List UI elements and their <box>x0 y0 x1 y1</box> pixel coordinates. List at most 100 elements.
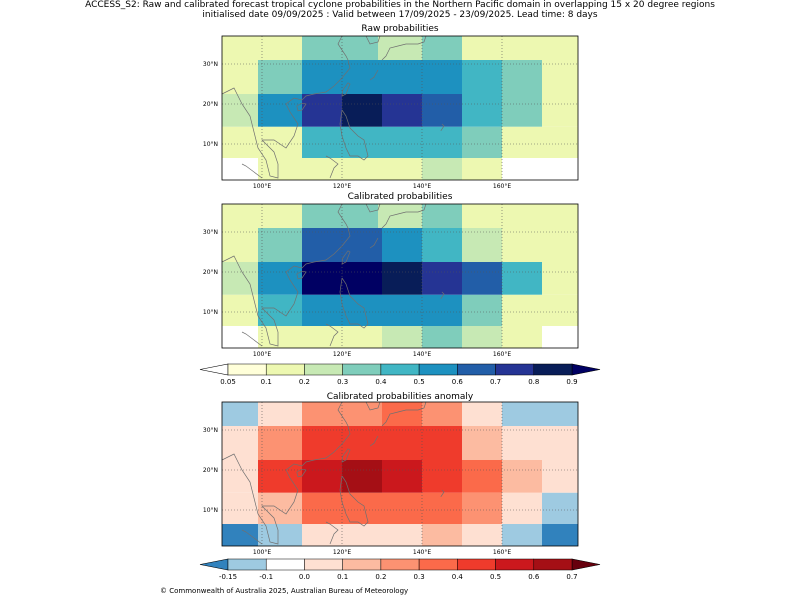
raw-cell <box>382 94 422 127</box>
anomaly-cell <box>462 402 502 426</box>
calibrated-cell <box>502 326 542 348</box>
calibrated-cell <box>542 294 578 326</box>
probability-colorbar-segment <box>418 363 458 376</box>
raw-cell <box>258 158 302 180</box>
raw-cell <box>502 126 542 158</box>
probability-colorbar-tick-label: 0.6 <box>452 378 464 386</box>
calibrated-y-tick-label: 20°N <box>203 269 218 276</box>
raw-cell <box>542 60 578 94</box>
probability-colorbar-tick-label: 0.5 <box>414 378 425 386</box>
calibrated-cell <box>542 262 578 295</box>
calibrated-cell <box>258 262 302 295</box>
calibrated-cell <box>258 204 302 228</box>
probability-colorbar-tick-label: 0.05 <box>220 378 236 386</box>
calibrated-cell <box>382 228 422 262</box>
raw-cell <box>222 36 258 60</box>
anomaly-cell <box>422 524 462 546</box>
calibrated-cell <box>462 204 502 228</box>
raw-cell <box>222 60 258 94</box>
anomaly-colorbar: -0.15 -0.1 0.0 0.1 0.2 0.3 0.4 0.5 0.6 0.7 <box>199 558 601 581</box>
anomaly-x-tick-label: 160°E <box>493 549 511 556</box>
raw-cell <box>222 126 258 158</box>
calibrated-coastline <box>341 250 351 265</box>
anomaly-cell <box>342 460 382 493</box>
anomaly-cell <box>502 402 578 426</box>
anomaly-cell <box>258 524 302 546</box>
calibrated-cell <box>462 262 502 295</box>
probability-colorbar-segment <box>342 363 382 376</box>
anomaly-cell <box>222 524 258 546</box>
anomaly-cell <box>382 460 422 493</box>
anomaly-colorbar-tick-label: 0.4 <box>452 573 464 581</box>
calibrated-cell <box>542 228 578 262</box>
anomaly-colorbar-over-extension <box>571 558 601 571</box>
anomaly-cell <box>502 524 542 546</box>
raw-cell <box>462 60 502 94</box>
anomaly-cell <box>382 402 422 426</box>
raw-cell <box>502 94 542 127</box>
anomaly-coastline <box>365 401 381 411</box>
anomaly-colorbar-tick-label: 0.5 <box>490 573 501 581</box>
calibrated-frame <box>221 203 579 349</box>
probability-colorbar-over-extension <box>571 363 601 376</box>
raw-cell <box>462 94 502 127</box>
calibrated-cell <box>302 228 382 262</box>
anomaly-cell <box>462 460 502 493</box>
calibrated-cell <box>542 326 578 348</box>
anomaly-cell <box>502 426 542 460</box>
raw-cell <box>302 60 462 94</box>
calibrated-cell <box>222 204 258 228</box>
anomaly-cell <box>222 460 258 493</box>
raw-cell <box>258 94 302 127</box>
calibrated-cell <box>422 262 462 295</box>
copyright-credit: © Commonwealth of Australia 2025, Austra… <box>160 587 409 595</box>
anomaly-colorbar-segment <box>304 558 343 571</box>
calibrated-cell <box>502 228 542 262</box>
anomaly-cell <box>462 524 502 546</box>
anomaly-x-tick-label: 100°E <box>253 549 271 556</box>
raw-cell <box>222 158 258 180</box>
calibrated-cell <box>462 294 502 326</box>
raw-cell <box>258 36 302 60</box>
anomaly-panel: 100°E 120°E 140°E 160°E 10°N 20°N 30°N <box>203 401 579 556</box>
raw-coastline <box>365 35 381 45</box>
calibrated-x-tick-label: 120°E <box>333 351 351 358</box>
raw-x-tick-label: 160°E <box>493 183 511 190</box>
raw-coastline <box>241 163 263 179</box>
raw-x-tick-label: 120°E <box>333 183 351 190</box>
probability-colorbar-segment <box>457 363 496 376</box>
anomaly-cell <box>258 426 302 460</box>
calibrated-coastline <box>440 291 445 299</box>
raw-cell <box>342 94 382 127</box>
calibrated-coastline <box>339 277 369 329</box>
calibrated-x-tick-label: 140°E <box>413 351 431 358</box>
raw-cell <box>542 94 578 127</box>
anomaly-y-tick-label: 30°N <box>203 427 218 434</box>
anomaly-y-tick-label: 20°N <box>203 467 218 474</box>
calibrated-cell <box>422 326 462 348</box>
calibrated-cell <box>502 204 578 228</box>
calibrated-cell <box>302 294 462 326</box>
raw-cell <box>222 94 258 127</box>
anomaly-coastline <box>339 475 369 527</box>
probability-colorbar-segment <box>265 363 305 376</box>
anomaly-cell <box>502 460 542 493</box>
anomaly-cell <box>222 426 258 460</box>
anomaly-cell <box>222 492 258 524</box>
calibrated-coastline <box>241 331 263 347</box>
calibrated-cell <box>462 326 502 348</box>
calibrated-x-tick-label: 160°E <box>493 351 511 358</box>
raw-coastline <box>341 82 351 97</box>
anomaly-frame <box>221 401 579 547</box>
anomaly-coastline <box>341 448 351 463</box>
anomaly-coastline <box>369 435 379 447</box>
calibrated-coastline <box>221 203 351 347</box>
anomaly-cell <box>302 492 462 524</box>
calibrated-coastline <box>365 203 381 213</box>
anomaly-cell <box>462 492 502 524</box>
raw-coastline <box>339 109 369 161</box>
anomaly-colorbar-segment <box>227 558 267 571</box>
probability-colorbar-tick-label: 0.1 <box>261 378 272 386</box>
anomaly-colorbar-segment <box>342 558 382 571</box>
